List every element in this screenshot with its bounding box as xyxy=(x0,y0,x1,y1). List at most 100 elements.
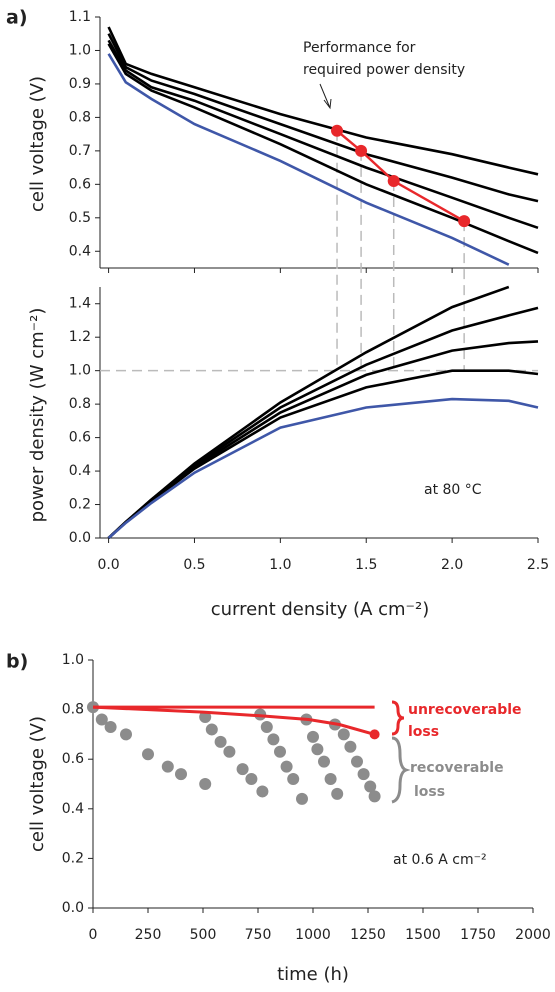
y-tick-label: 1.1 xyxy=(69,9,91,25)
x-tick-label: 1.0 xyxy=(269,557,291,573)
point xyxy=(287,773,300,786)
point xyxy=(331,124,344,137)
point xyxy=(161,760,174,773)
arrow xyxy=(319,83,332,110)
point xyxy=(311,743,324,756)
panel-label: a) xyxy=(6,7,28,29)
y-axis-title: cell voltage (V) xyxy=(27,76,48,212)
x-tick-label: 0 xyxy=(89,927,98,943)
annotation: at 80 °C xyxy=(424,482,482,498)
line xyxy=(107,306,539,539)
point xyxy=(331,787,344,800)
point xyxy=(387,174,400,187)
x-tick-label: 0.5 xyxy=(183,557,205,573)
point xyxy=(369,729,380,740)
y-axis-title: power density (W cm⁻²) xyxy=(27,308,48,523)
bracket xyxy=(391,736,411,804)
point xyxy=(344,740,357,753)
x-axis-title: time (h) xyxy=(277,964,349,985)
y-tick-label: 0.5 xyxy=(69,210,91,226)
line xyxy=(107,53,510,266)
line xyxy=(107,397,539,539)
y-tick-label: 0.8 xyxy=(69,396,91,412)
y-tick-label: 0.2 xyxy=(62,850,84,866)
x-tick-label: 1750 xyxy=(460,927,496,943)
line xyxy=(107,33,539,203)
point xyxy=(351,755,363,768)
y-tick-label: 0.7 xyxy=(69,143,91,159)
point xyxy=(274,745,286,758)
x-tick-label: 1250 xyxy=(350,927,386,943)
point xyxy=(199,778,212,790)
y-axis-title: cell voltage (V) xyxy=(27,716,48,852)
point xyxy=(318,755,330,768)
y-tick-label: 0.6 xyxy=(69,176,91,192)
x-tick-label: 2000 xyxy=(515,927,551,943)
line xyxy=(107,39,539,230)
line xyxy=(92,705,376,736)
y-tick-label: 1.0 xyxy=(69,363,91,379)
panel-label: b) xyxy=(6,651,28,673)
line xyxy=(107,369,539,539)
y-tick-label: 0.8 xyxy=(69,109,91,125)
x-tick-label: 2.5 xyxy=(527,557,549,573)
x-tick-label: 1000 xyxy=(295,927,331,943)
annotation: at 0.6 A cm⁻² xyxy=(393,852,487,868)
point xyxy=(205,723,218,736)
y-tick-label: 0.6 xyxy=(69,430,91,446)
point xyxy=(296,792,308,805)
point xyxy=(260,720,273,733)
x-axis-title: current density (A cm⁻²) xyxy=(211,599,430,620)
x-tick-label: 1.5 xyxy=(355,557,377,573)
point xyxy=(324,773,337,786)
point xyxy=(364,780,377,793)
line xyxy=(107,26,539,176)
y-tick-label: 0.9 xyxy=(69,76,91,92)
y-tick-label: 1.2 xyxy=(69,329,91,345)
y-tick-label: 0.4 xyxy=(69,243,91,259)
point xyxy=(142,748,154,761)
y-tick-label: 0.0 xyxy=(69,530,91,546)
point xyxy=(256,785,269,798)
point xyxy=(223,745,236,758)
y-tick-label: 1.0 xyxy=(69,42,91,58)
annotation: loss xyxy=(414,784,445,800)
annotation: loss xyxy=(408,724,439,740)
y-tick-label: 0.8 xyxy=(62,702,84,718)
y-tick-label: 0.4 xyxy=(62,801,84,817)
line xyxy=(336,129,465,223)
point xyxy=(458,215,471,228)
y-tick-label: 0.0 xyxy=(62,900,84,916)
point xyxy=(280,760,293,773)
annotation: required power density xyxy=(303,62,465,78)
point xyxy=(120,728,132,741)
annotation: Performance for xyxy=(303,40,416,56)
point xyxy=(267,733,280,746)
point xyxy=(245,773,258,786)
x-tick-label: 750 xyxy=(245,927,272,943)
bracket xyxy=(391,700,405,736)
point xyxy=(214,735,227,748)
x-tick-label: 0.0 xyxy=(97,557,119,573)
x-tick-label: 250 xyxy=(135,927,162,943)
point xyxy=(307,730,319,743)
point xyxy=(357,768,370,781)
point xyxy=(104,720,117,733)
y-tick-label: 0.4 xyxy=(69,463,91,479)
y-tick-label: 1.0 xyxy=(62,652,84,668)
point xyxy=(199,711,212,724)
annotation: unrecoverable xyxy=(408,702,522,718)
annotation: recoverable xyxy=(410,760,504,776)
point xyxy=(95,713,108,726)
x-tick-label: 500 xyxy=(190,927,217,943)
line xyxy=(107,285,510,539)
point xyxy=(368,790,381,803)
y-tick-label: 1.4 xyxy=(69,296,91,312)
y-tick-label: 0.6 xyxy=(62,751,84,767)
line xyxy=(107,43,539,255)
point xyxy=(355,144,368,157)
point xyxy=(236,763,249,776)
point xyxy=(175,768,187,781)
x-tick-label: 2.0 xyxy=(441,557,463,573)
